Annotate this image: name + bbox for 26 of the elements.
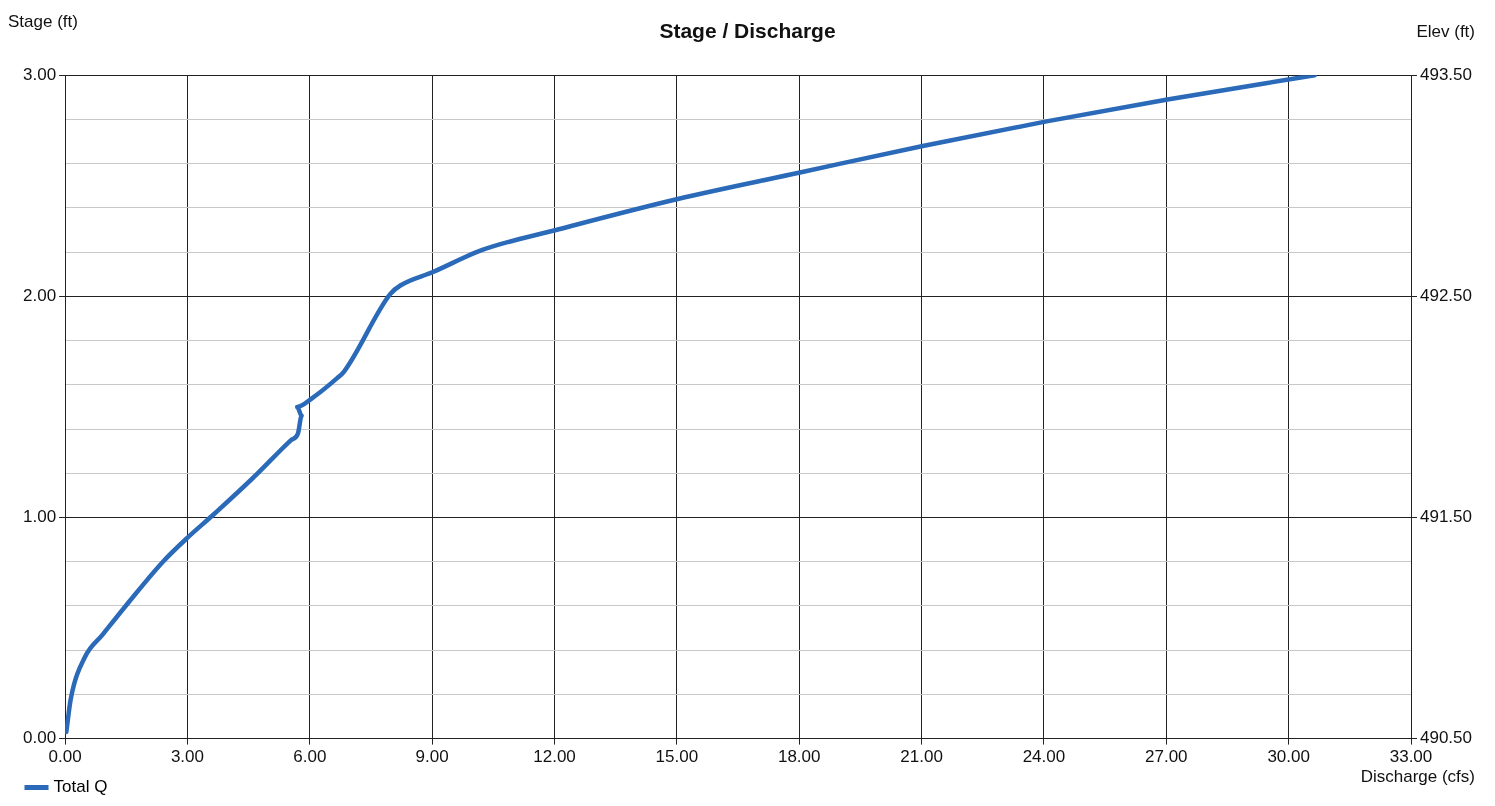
- x-tick-label: 3.00: [170, 747, 204, 767]
- y2-tick-label: 492.50: [1420, 286, 1472, 306]
- chart-title: Stage / Discharge: [659, 19, 836, 43]
- x-tick-label: 21.00: [900, 747, 943, 767]
- x-tick-label: 15.00: [655, 747, 699, 767]
- x-tick-label: 6.00: [293, 747, 327, 767]
- line-series: [65, 75, 1317, 735]
- x-tick-label: 18.00: [777, 747, 821, 767]
- x-tick-label: 33.00: [1389, 747, 1433, 767]
- x-tick-label: 12.00: [533, 747, 576, 767]
- y2-tick-label: 490.50: [1420, 728, 1472, 748]
- x-tick-label: 0.00: [48, 747, 82, 767]
- x-axis-title: Discharge (cfs): [1360, 767, 1475, 787]
- legend-label: Total Q: [53, 777, 108, 797]
- y2-tick-label: 493.50: [1420, 64, 1472, 84]
- x-tick-label: 9.00: [415, 747, 449, 767]
- y-axis-title: Stage (ft): [8, 12, 78, 32]
- x-tick-label: 30.00: [1267, 747, 1310, 767]
- y2-tick-label: 491.50: [1420, 507, 1472, 527]
- y-tick-label: 0.00: [22, 728, 57, 748]
- y-tick-label: 3.00: [22, 64, 57, 84]
- x-tick-label: 27.00: [1145, 747, 1188, 767]
- y2-axis-title: Elev (ft): [1416, 22, 1475, 42]
- x-tick-label: 24.00: [1022, 747, 1066, 767]
- y-tick-label: 2.00: [22, 286, 57, 306]
- y-tick-label: 1.00: [22, 507, 57, 527]
